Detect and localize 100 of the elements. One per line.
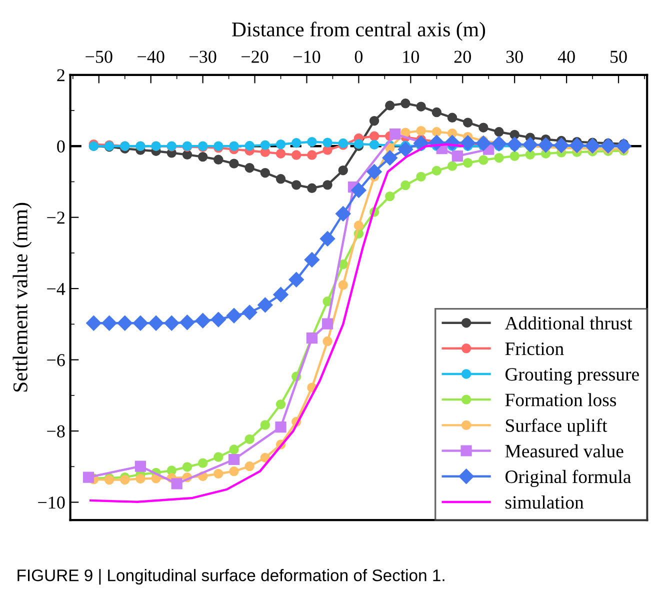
y-tick-label: −2 <box>47 212 64 224</box>
point <box>82 472 94 483</box>
x-tick-label: 40 <box>558 50 575 63</box>
point <box>382 150 398 166</box>
point <box>398 142 414 157</box>
point <box>494 127 504 137</box>
point <box>413 136 429 151</box>
point <box>369 131 380 142</box>
point <box>538 137 554 153</box>
point <box>462 118 473 128</box>
point <box>242 304 258 320</box>
point <box>522 137 538 152</box>
point <box>244 140 254 151</box>
y-axis-title: Settlement value (mm) <box>12 202 32 392</box>
point <box>462 158 473 168</box>
point <box>494 153 504 163</box>
y-tick-label: 2 <box>57 69 64 82</box>
point <box>307 136 317 147</box>
x-axis-title: Distance from central axis (m) <box>232 22 486 41</box>
y-tick-label: −8 <box>47 425 65 438</box>
point <box>478 122 488 132</box>
point <box>400 180 410 190</box>
x-tick-label: 10 <box>403 50 420 63</box>
x-tick-label: 50 <box>610 50 627 63</box>
point <box>476 136 491 151</box>
point <box>432 166 442 176</box>
point <box>307 183 317 194</box>
point <box>432 107 442 118</box>
point <box>228 454 240 466</box>
x-tick-label: 0 <box>354 50 363 63</box>
x-tick-label: −20 <box>242 50 268 63</box>
legend-label: Additional thrust <box>504 316 632 330</box>
point <box>304 252 320 268</box>
legend-label: Formation loss <box>505 393 616 406</box>
point <box>569 138 585 153</box>
point <box>180 314 195 330</box>
point <box>276 174 286 184</box>
point <box>600 138 616 154</box>
point <box>390 128 401 140</box>
point <box>554 138 569 153</box>
point <box>244 461 254 472</box>
point <box>258 297 273 313</box>
legend-label: Measured value <box>505 444 624 458</box>
point <box>214 154 224 165</box>
point <box>291 180 302 190</box>
point <box>322 180 332 190</box>
point <box>195 313 210 328</box>
point <box>322 318 334 330</box>
point <box>416 172 426 182</box>
legend-label: simulation <box>505 496 584 509</box>
point <box>525 150 536 160</box>
y-tick-label: −10 <box>38 496 65 509</box>
point <box>164 316 180 331</box>
point <box>276 148 286 158</box>
point <box>244 162 254 173</box>
point <box>229 158 239 168</box>
point <box>322 138 332 148</box>
point <box>171 478 182 490</box>
point <box>478 155 488 165</box>
point <box>400 98 410 108</box>
point <box>320 231 336 246</box>
x-tick-label: 20 <box>454 50 471 63</box>
legend-label: Grouting pressure <box>505 368 639 385</box>
x-tick-label: −10 <box>294 50 320 63</box>
point <box>210 312 226 328</box>
point <box>460 135 476 150</box>
point <box>260 168 270 178</box>
point <box>120 474 130 485</box>
point <box>322 336 332 346</box>
point <box>136 474 146 484</box>
point <box>273 287 288 302</box>
point <box>447 161 458 171</box>
point <box>416 102 426 112</box>
point <box>351 182 366 198</box>
point <box>198 152 208 162</box>
point <box>385 100 395 110</box>
point <box>338 280 348 290</box>
point <box>260 452 270 463</box>
point <box>182 150 192 160</box>
x-tick-label: −50 <box>86 50 112 63</box>
point <box>276 139 286 150</box>
point <box>507 136 522 152</box>
legend-label: Surface uplift <box>506 418 608 436</box>
point <box>584 138 600 154</box>
point <box>369 140 380 150</box>
point <box>226 308 242 324</box>
point <box>86 316 102 331</box>
point <box>198 458 208 468</box>
point <box>102 316 117 331</box>
point <box>117 316 132 331</box>
y-tick-label: −6 <box>47 354 65 366</box>
legend-label: Friction <box>505 342 564 356</box>
point <box>229 466 239 476</box>
point <box>291 150 302 160</box>
point <box>400 128 410 138</box>
point <box>510 151 520 161</box>
x-tick-label: 30 <box>506 50 523 63</box>
point <box>275 422 286 433</box>
point <box>244 434 254 444</box>
point <box>366 164 382 180</box>
